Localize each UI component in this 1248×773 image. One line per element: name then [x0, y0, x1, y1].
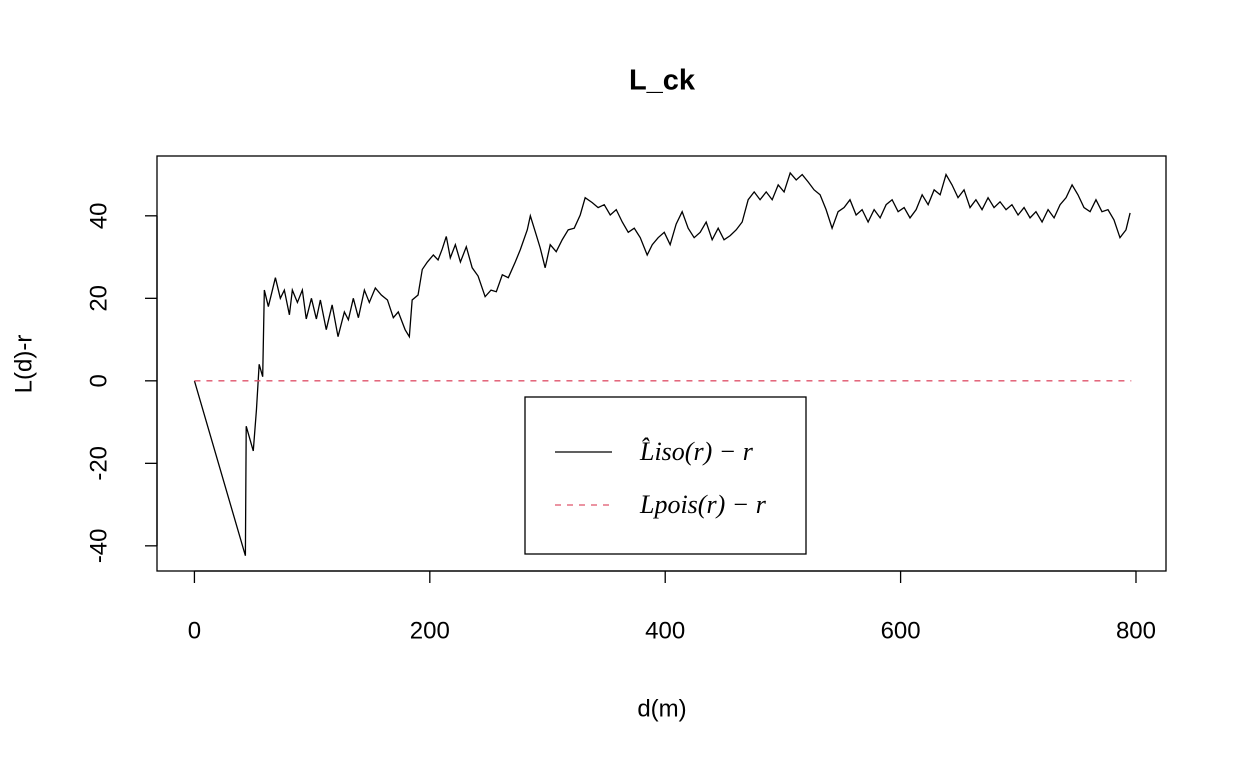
y-tick-label: -20: [85, 446, 112, 481]
legend-label: Lpois(r) − r: [639, 490, 767, 519]
y-tick-label: 20: [85, 285, 112, 312]
x-tick-label: 400: [645, 617, 685, 644]
legend-label: L̂iso(r) − r: [639, 437, 754, 466]
y-tick-label: -40: [85, 528, 112, 563]
y-axis-label: L(d)-r: [10, 335, 37, 394]
x-tick-label: 0: [188, 617, 201, 644]
y-tick-label: 40: [85, 202, 112, 229]
y-tick-label: 0: [85, 374, 112, 387]
x-tick-label: 200: [410, 617, 450, 644]
chart-title: L_ck: [629, 65, 696, 97]
legend-box: [524, 396, 807, 555]
x-tick-label: 600: [881, 617, 921, 644]
x-axis-label: d(m): [637, 695, 686, 722]
x-tick-label: 800: [1116, 617, 1156, 644]
data-line: [193, 171, 1131, 556]
